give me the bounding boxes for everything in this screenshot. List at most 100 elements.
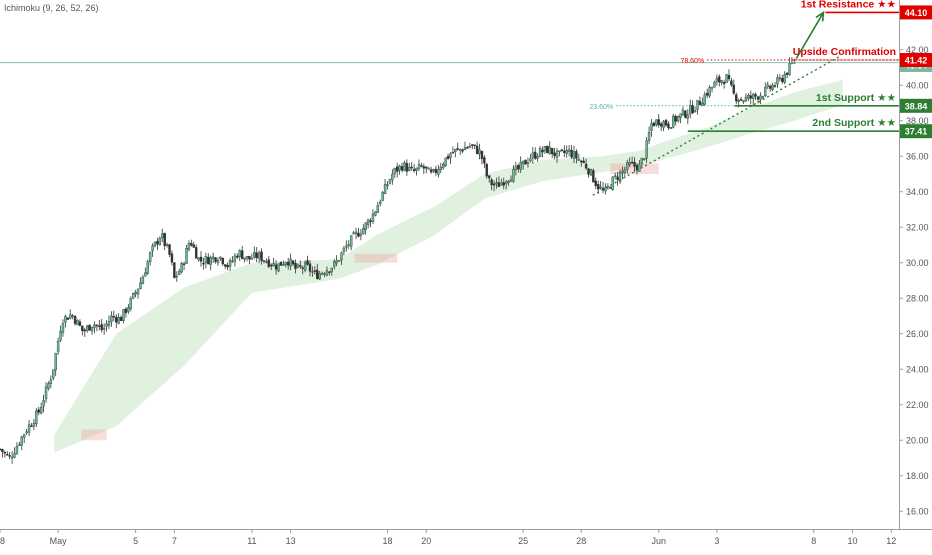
fib-level-label: 78.60% [680, 58, 704, 65]
candle-body [771, 84, 774, 91]
candle-body [107, 321, 111, 326]
y-tick-label: 26.00 [906, 329, 929, 339]
candle-body [616, 176, 619, 180]
candle-body [679, 113, 682, 118]
y-tick-label: 32.00 [906, 223, 929, 233]
candle-body [456, 148, 459, 150]
candle-body [115, 316, 118, 323]
candle-body [747, 95, 750, 99]
candle-body [383, 183, 387, 194]
candle-body [611, 176, 614, 190]
trendline [592, 56, 840, 196]
cloud-bull-area [54, 79, 843, 453]
candle-body [451, 152, 455, 154]
candle-body [388, 179, 392, 184]
candle-body [260, 251, 263, 262]
candle-body [151, 245, 154, 252]
candle-body [182, 263, 186, 265]
candle-body [313, 270, 317, 272]
candle-body [37, 409, 40, 413]
candle-body [10, 456, 14, 459]
candle-body [32, 423, 36, 427]
candle-body [621, 170, 624, 174]
candle-body [519, 162, 522, 170]
candle-body [6, 453, 9, 456]
candle-body [52, 369, 55, 379]
candle-body [44, 386, 48, 400]
candle-body [669, 127, 673, 129]
candle-body [759, 95, 762, 100]
candle-body [400, 166, 404, 171]
candle-body [349, 235, 353, 247]
candle-body [727, 74, 731, 80]
projection-arrow-head [815, 10, 825, 22]
candle-body [628, 162, 631, 165]
candle-body [429, 169, 433, 173]
candle-body [689, 105, 692, 115]
candle-body [64, 315, 67, 323]
candle-body [434, 168, 438, 174]
candle-body [768, 85, 772, 89]
candle-body [153, 241, 157, 247]
candle-body [282, 264, 285, 266]
candle-body [536, 156, 539, 159]
candle-body [23, 434, 26, 438]
candle-body [209, 257, 212, 265]
candle-body [180, 263, 183, 273]
candle-body [66, 317, 70, 320]
candle-body [449, 153, 452, 159]
candle-body [219, 256, 222, 259]
candle-body [85, 326, 89, 331]
x-tick-label: 11 [247, 536, 256, 546]
candle-body [134, 292, 137, 295]
candle-body [110, 315, 113, 323]
candle-body [328, 271, 331, 273]
candle-body [538, 148, 542, 157]
candle-body [371, 213, 375, 222]
candle-body [720, 80, 723, 83]
candle-body [359, 233, 363, 236]
candle-body [265, 261, 268, 263]
candle-body [655, 119, 658, 126]
candle-body [124, 308, 128, 314]
candle-body [386, 184, 389, 186]
candle-body [337, 260, 341, 262]
candle-body [705, 92, 709, 96]
candle-body [497, 182, 501, 187]
candle-body [442, 164, 445, 169]
candle-body [529, 158, 532, 162]
candle-body [565, 149, 568, 154]
candle-body [432, 169, 435, 172]
candle-body [233, 255, 237, 262]
candle-body [703, 94, 706, 105]
candle-body [650, 123, 653, 131]
candle-body [647, 132, 651, 141]
candle-body [78, 321, 82, 326]
candle-body [485, 163, 488, 177]
support-1-tag [900, 98, 932, 113]
candle-body [425, 166, 428, 169]
candle-body [105, 323, 108, 327]
x-tick-label: 3 [714, 536, 719, 546]
candle-body [405, 163, 409, 172]
candle-body [446, 156, 450, 159]
candle-body [686, 114, 690, 119]
candle-body [454, 148, 457, 152]
candle-body [284, 262, 287, 265]
candle-body [563, 150, 566, 153]
candle-body [560, 149, 564, 152]
candle-body [643, 158, 646, 160]
candle-body [333, 261, 336, 267]
indicator-label: Ichimoku (9, 26, 52, 26) [4, 3, 99, 13]
candle-body [238, 250, 241, 257]
candle-body [412, 168, 416, 171]
candle-body [659, 123, 663, 127]
candle-body [594, 180, 597, 187]
candle-body [325, 270, 329, 276]
candle-body [531, 152, 535, 159]
candle-body [199, 256, 203, 262]
candle-body [165, 244, 169, 247]
